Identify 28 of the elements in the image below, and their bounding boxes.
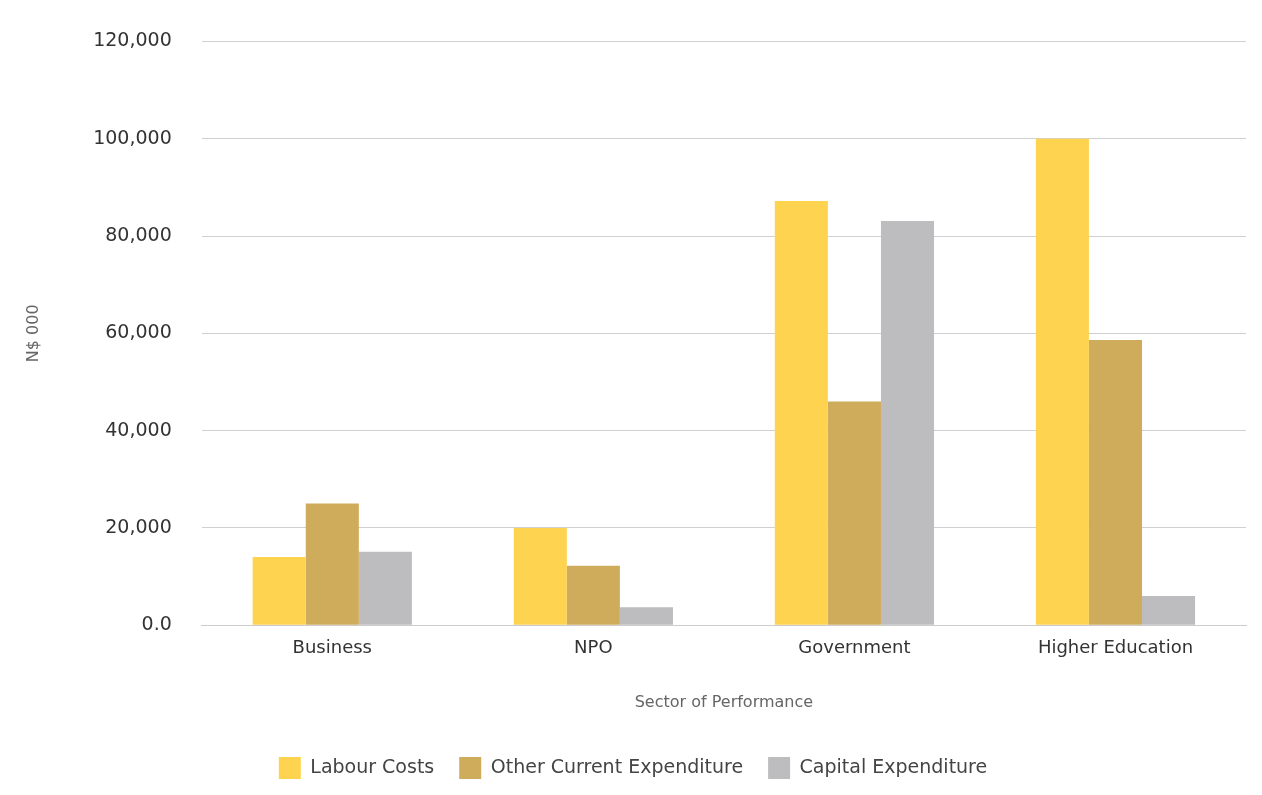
x-tick-label: Government <box>798 635 911 657</box>
y-tick-label: 80,000 <box>105 222 172 245</box>
y-tick-label: 60,000 <box>105 320 172 343</box>
y-tick-label: 40,000 <box>105 417 172 440</box>
bar <box>252 557 306 625</box>
bar <box>513 527 567 625</box>
bar <box>1035 138 1089 625</box>
bar <box>566 565 620 625</box>
bar <box>358 551 412 625</box>
x-tick-label: Higher Education <box>1037 635 1194 657</box>
x-axis-title: Sector of Performance <box>634 691 814 711</box>
legend-label: Other Current Expenditure <box>490 754 744 777</box>
bar <box>880 220 935 625</box>
y-tick-label: 0.0 <box>141 612 172 635</box>
bar <box>1088 340 1143 625</box>
y-tick-label: 20,000 <box>105 514 172 537</box>
x-tick-label: Business <box>292 635 372 657</box>
bar <box>305 503 359 625</box>
bar <box>774 200 828 625</box>
y-axis-title: N$ 000 <box>22 304 42 363</box>
bar <box>619 607 673 625</box>
legend-label: Capital Expenditure <box>799 754 988 777</box>
x-tick-label: NPO <box>574 635 613 657</box>
bar <box>827 401 881 625</box>
y-tick-label: 100,000 <box>93 125 172 148</box>
legend-label: Labour Costs <box>310 754 435 777</box>
bar <box>1142 596 1196 625</box>
y-tick-label: 120,000 <box>93 28 172 51</box>
